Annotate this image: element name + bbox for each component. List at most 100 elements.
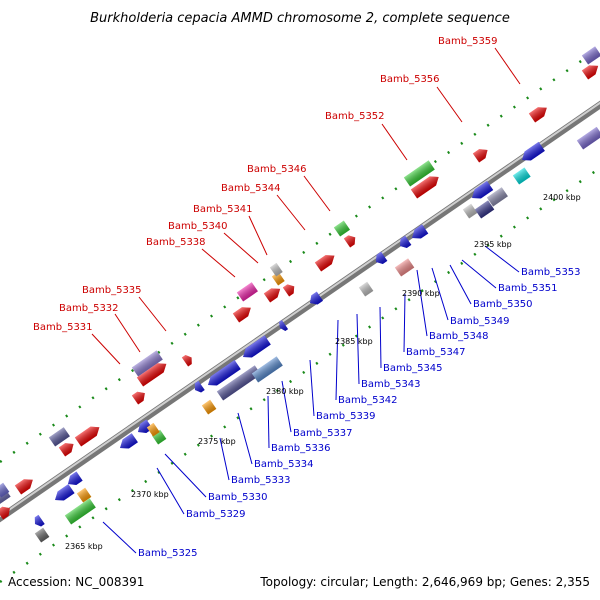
gene-label[interactable]: Bamb_5356: [380, 74, 440, 85]
leader-line: [335, 319, 339, 401]
tick-label: 2365 kbp: [65, 542, 103, 551]
map-title: Burkholderia cepacia AMMD chromosome 2, …: [90, 11, 510, 26]
tick-label: 2375 kbp: [198, 437, 236, 446]
gene-block[interactable]: [469, 180, 494, 203]
gene-block[interactable]: [240, 335, 271, 361]
gene-label[interactable]: Bamb_5340: [168, 221, 228, 232]
gene-block[interactable]: [519, 141, 545, 165]
gene-label[interactable]: Bamb_5359: [438, 36, 498, 47]
gene-label[interactable]: Bamb_5341: [193, 204, 253, 215]
leader-line: [248, 215, 268, 256]
gene-label[interactable]: Bamb_5352: [325, 111, 385, 122]
gene-label[interactable]: Bamb_5343: [361, 379, 421, 390]
leader-line: [431, 267, 449, 321]
gene-block[interactable]: [403, 160, 435, 187]
gene-block[interactable]: [486, 187, 508, 207]
gene-block[interactable]: [232, 303, 254, 323]
gene-label[interactable]: Bamb_5342: [338, 395, 398, 406]
gene-block[interactable]: [216, 365, 261, 401]
gene-block[interactable]: [333, 220, 351, 237]
gene-block[interactable]: [0, 482, 10, 498]
gene-block[interactable]: [581, 46, 600, 65]
gene-block[interactable]: [131, 389, 148, 405]
gene-label[interactable]: Bamb_5348: [429, 331, 489, 342]
gene-block[interactable]: [472, 146, 491, 163]
gene-block[interactable]: [0, 504, 13, 520]
gene-block[interactable]: [48, 427, 70, 447]
gene-label[interactable]: Bamb_5325: [138, 548, 198, 559]
gene-block[interactable]: [373, 251, 388, 267]
gene-label[interactable]: Bamb_5337: [293, 428, 353, 439]
gene-label[interactable]: Bamb_5351: [498, 283, 558, 294]
gene-block[interactable]: [201, 399, 217, 415]
gene-block[interactable]: [512, 167, 531, 185]
leader-line: [281, 380, 292, 433]
gene-label[interactable]: Bamb_5329: [186, 509, 246, 520]
gene-block[interactable]: [462, 203, 478, 219]
gene-block[interactable]: [277, 320, 289, 332]
leader-line: [436, 86, 463, 123]
gene-label[interactable]: Bamb_5346: [247, 164, 307, 175]
gene-block[interactable]: [146, 422, 160, 437]
gene-block[interactable]: [581, 61, 600, 80]
forward-gene-labels: Bamb_5359 Bamb_5356 Bamb_5352 Bamb_5346 …: [33, 36, 498, 333]
gene-block[interactable]: [343, 233, 358, 248]
leader-line: [237, 412, 253, 465]
leader-line: [114, 313, 141, 353]
gene-label[interactable]: Bamb_5347: [406, 347, 466, 358]
leader-line: [219, 437, 230, 481]
gene-block[interactable]: [136, 359, 170, 387]
gene-block[interactable]: [181, 353, 195, 367]
gene-block[interactable]: [358, 281, 374, 297]
gene-block[interactable]: [409, 224, 429, 242]
gene-block[interactable]: [282, 282, 297, 297]
tick-labels: 2365 kbp 2370 kbp 2375 kbp 2380 kbp 2385…: [65, 193, 581, 551]
gene-block[interactable]: [205, 360, 241, 389]
gene-label[interactable]: Bamb_5349: [450, 316, 510, 327]
gene-block[interactable]: [307, 291, 324, 308]
gene-block[interactable]: [263, 284, 283, 303]
gene-label[interactable]: Bamb_5345: [383, 363, 443, 374]
gene-label[interactable]: Bamb_5333: [231, 475, 291, 486]
gene-block[interactable]: [314, 251, 338, 272]
gene-label[interactable]: Bamb_5338: [146, 237, 206, 248]
gene-block[interactable]: [397, 235, 412, 251]
tick-label: 2390 kbp: [402, 289, 440, 298]
gene-block[interactable]: [65, 471, 83, 489]
gene-label[interactable]: Bamb_5336: [271, 443, 331, 454]
leader-line: [381, 123, 408, 161]
tick-label: 2385 kbp: [335, 337, 373, 346]
gene-block[interactable]: [192, 380, 205, 395]
gene-label[interactable]: Bamb_5331: [33, 322, 93, 333]
accession-text: Accession: NC_008391: [8, 575, 144, 589]
gene-label[interactable]: Bamb_5332: [59, 303, 119, 314]
gene-block[interactable]: [34, 527, 50, 543]
gene-block[interactable]: [576, 126, 600, 150]
gene-block[interactable]: [271, 271, 285, 286]
gene-label[interactable]: Bamb_5353: [521, 267, 581, 278]
gene-block[interactable]: [251, 356, 283, 383]
gene-block[interactable]: [269, 262, 283, 277]
gene-label[interactable]: Bamb_5335: [82, 285, 142, 296]
gene-label[interactable]: Bamb_5330: [208, 492, 268, 503]
gene-label[interactable]: Bamb_5344: [221, 183, 281, 194]
gene-block[interactable]: [32, 514, 45, 529]
gene-block[interactable]: [14, 475, 36, 495]
gene-block[interactable]: [528, 103, 550, 123]
gene-label[interactable]: Bamb_5350: [473, 299, 533, 310]
gene-block[interactable]: [64, 498, 96, 525]
gene-block[interactable]: [394, 258, 415, 277]
gene-label[interactable]: Bamb_5334: [254, 459, 314, 470]
gene-label[interactable]: Bamb_5339: [316, 411, 376, 422]
gene-block[interactable]: [52, 484, 75, 504]
gene-block[interactable]: [131, 350, 163, 377]
gene-block[interactable]: [76, 487, 92, 503]
leader-line: [102, 521, 137, 554]
gene-block[interactable]: [74, 423, 103, 447]
gene-block[interactable]: [236, 282, 258, 302]
gene-block[interactable]: [474, 200, 495, 219]
gene-block[interactable]: [117, 433, 138, 452]
gene-block[interactable]: [410, 172, 442, 199]
gene-block[interactable]: [58, 440, 77, 457]
leader-line: [303, 175, 331, 212]
